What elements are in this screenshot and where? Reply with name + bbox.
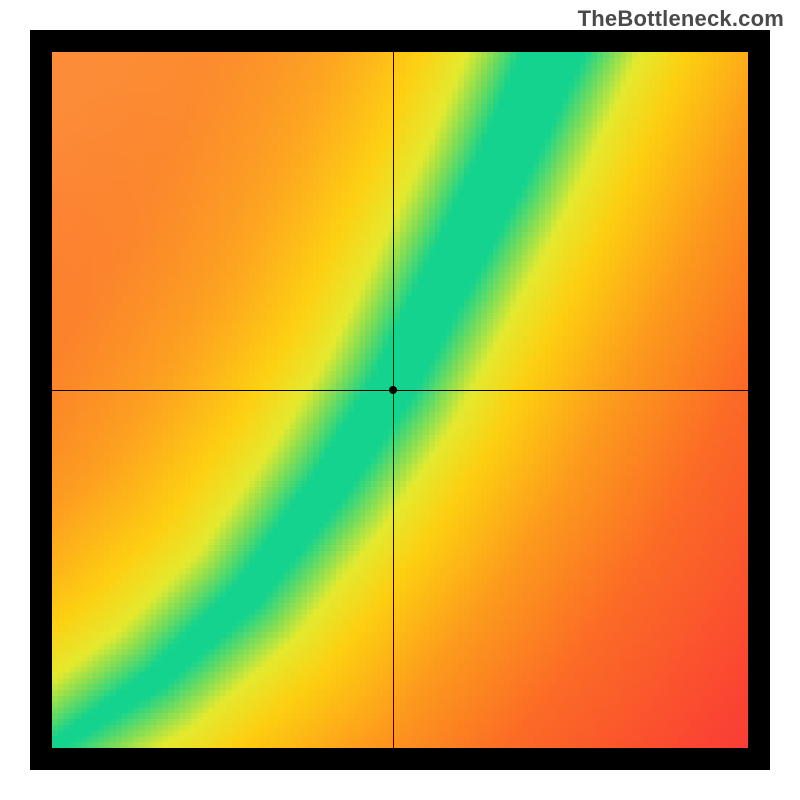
chart-container: TheBottleneck.com xyxy=(0,0,800,800)
crosshair-marker xyxy=(389,386,397,394)
crosshair-horizontal xyxy=(52,390,748,391)
plot-area xyxy=(52,52,748,748)
heatmap-canvas xyxy=(52,52,748,748)
watermark-text: TheBottleneck.com xyxy=(578,6,784,32)
crosshair-vertical xyxy=(393,52,394,748)
